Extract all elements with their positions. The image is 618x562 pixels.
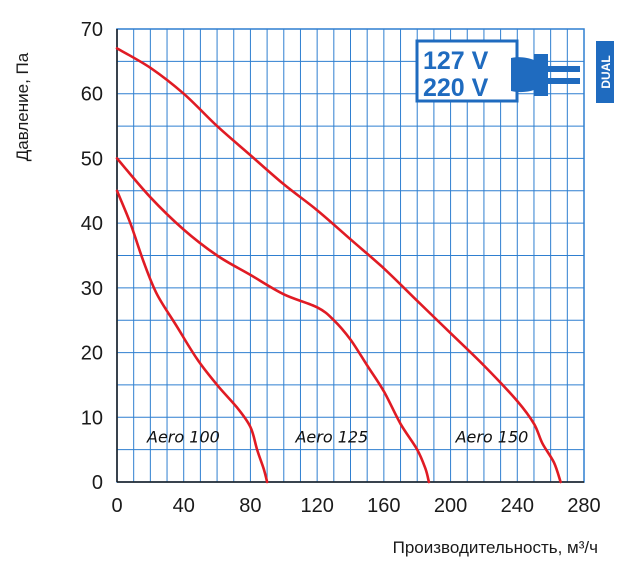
plot-frame bbox=[116, 28, 585, 483]
x-tick-labels: 0 40 80 120 160 200 240 280 bbox=[111, 495, 600, 517]
y-axis-title: Давление, Па bbox=[13, 52, 32, 161]
plug-icon bbox=[511, 54, 580, 96]
badge-voltage-220: 220 V bbox=[423, 74, 489, 102]
x-tick-label: 80 bbox=[239, 495, 261, 517]
y-tick-label: 60 bbox=[81, 84, 103, 106]
x-tick-label: 240 bbox=[501, 495, 534, 517]
x-tick-label: 40 bbox=[173, 495, 195, 517]
y-tick-label: 10 bbox=[81, 407, 103, 429]
y-tick-label: 40 bbox=[81, 213, 103, 235]
series-label-aero-150: Aero 150 bbox=[455, 428, 529, 447]
series-line-aero-100 bbox=[115, 189, 269, 484]
y-tick-label: 50 bbox=[81, 148, 103, 170]
y-tick-label: 30 bbox=[81, 278, 103, 300]
badge-side-strip bbox=[596, 41, 614, 103]
series-label-aero-125: Aero 125 bbox=[294, 428, 368, 447]
series-label-aero-100: Aero 100 bbox=[146, 428, 220, 447]
badge-frame bbox=[415, 39, 519, 103]
y-tick-label: 20 bbox=[81, 343, 103, 365]
badge-dual-label: DUAL bbox=[599, 55, 613, 88]
y-tick-labels: 0 10 20 30 40 50 60 70 bbox=[81, 19, 103, 494]
series-line-aero-125 bbox=[115, 157, 431, 484]
series-lines bbox=[115, 47, 562, 484]
x-tick-label: 280 bbox=[567, 495, 600, 517]
x-tick-label: 160 bbox=[367, 495, 400, 517]
y-tick-label: 0 bbox=[92, 472, 103, 494]
x-tick-label: 200 bbox=[434, 495, 467, 517]
x-tick-label: 120 bbox=[300, 495, 333, 517]
series-line-aero-150 bbox=[115, 47, 562, 484]
badge-voltage-127: 127 V bbox=[423, 47, 489, 75]
y-tick-label: 70 bbox=[81, 19, 103, 41]
series-labels: Aero 100 Aero 125 Aero 150 bbox=[146, 428, 528, 447]
x-tick-label: 0 bbox=[111, 495, 122, 517]
x-axis-title: Производительность, м³/ч bbox=[393, 538, 598, 557]
dual-voltage-badge: 127 V 220 V DUAL bbox=[415, 39, 614, 103]
